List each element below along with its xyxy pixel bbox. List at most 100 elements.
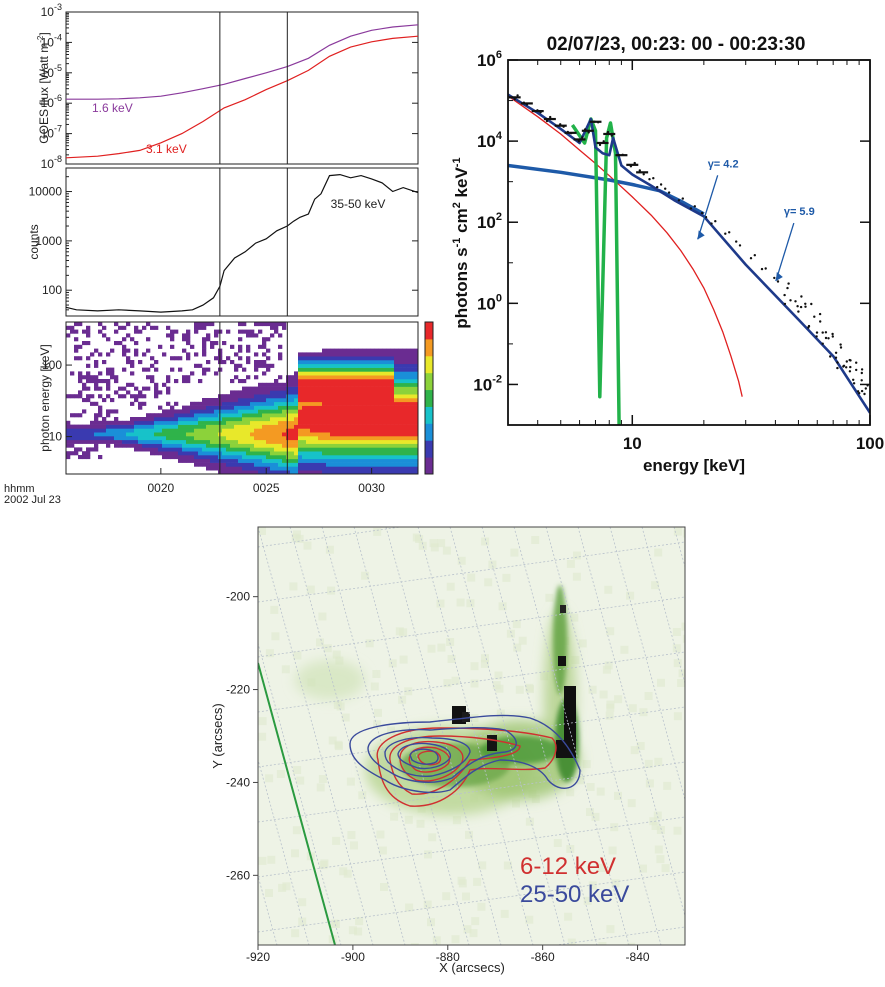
- heatmap-cell: [230, 432, 235, 437]
- heatmap-cell: [362, 436, 367, 441]
- goes-ytick-label-4: 10-4: [41, 32, 62, 49]
- heatmap-cell: [210, 458, 215, 463]
- heatmap-cell: [386, 424, 391, 429]
- heatmap-cell: [114, 379, 119, 384]
- heatmap-cell: [398, 455, 403, 460]
- heatmap-cell: [106, 367, 111, 372]
- heatmap-cell: [166, 447, 171, 452]
- heatmap-cell: [406, 394, 411, 399]
- heatmap-cell: [94, 379, 99, 384]
- heatmap-cell: [214, 436, 219, 441]
- heatmap-cell: [266, 386, 271, 391]
- texture-patch: [470, 662, 479, 671]
- heatmap-cell: [338, 470, 343, 475]
- heatmap-cell: [266, 401, 271, 406]
- goes-ytick-label-2: 10-6: [41, 93, 62, 110]
- heatmap-cell: [286, 432, 291, 437]
- heatmap-cell: [366, 420, 371, 425]
- heatmap-cell: [282, 428, 287, 433]
- heatmap-cell: [166, 455, 171, 460]
- heatmap-cell: [366, 356, 371, 361]
- heatmap-cell: [390, 382, 395, 387]
- heatmap-cell: [346, 424, 351, 429]
- heatmap-cell: [138, 436, 143, 441]
- contour-blue-3: [384, 736, 471, 778]
- spectrum-data-point: [836, 361, 839, 364]
- heatmap-cell: [318, 455, 323, 460]
- heatmap-cell: [90, 436, 95, 441]
- heatmap-cell: [314, 363, 319, 368]
- heatmap-cell: [366, 428, 371, 433]
- heatmap-cell: [294, 413, 299, 418]
- heatmap-cell: [294, 401, 299, 406]
- heatmap-cell: [282, 443, 287, 448]
- heatmap-cell: [318, 352, 323, 357]
- heatmap-cell: [374, 398, 379, 403]
- heatmap-cell: [210, 466, 215, 471]
- texture-patch: [663, 781, 672, 790]
- heatmap-cell: [142, 439, 147, 444]
- heatmap-cell: [338, 439, 343, 444]
- heatmap-cell: [414, 424, 419, 429]
- heatmap-cell: [326, 417, 331, 422]
- texture-patch: [405, 903, 414, 912]
- heatmap-cell: [186, 352, 191, 357]
- heatmap-cell: [290, 401, 295, 406]
- heatmap-cell: [106, 409, 111, 414]
- heatmap-cell: [238, 379, 243, 384]
- heatmap-cell: [90, 401, 95, 406]
- heatmap-cell: [194, 462, 199, 467]
- heatmap-cell: [402, 405, 407, 410]
- heatmap-cell: [142, 401, 147, 406]
- heatmap-cell: [70, 439, 75, 444]
- heatmap-cell: [86, 371, 91, 376]
- goes-ytick-label-5: 10-3: [41, 2, 62, 19]
- heatmap-cell: [278, 451, 283, 456]
- image-xtick-label-4: -840: [626, 950, 650, 964]
- spectrum-ylabel-exp-1: -1: [451, 238, 463, 248]
- heatmap-cell: [278, 394, 283, 399]
- spectrum-ytick-base-2: 10: [477, 213, 496, 232]
- heatmap-cell: [294, 470, 299, 475]
- heatmap-cell: [170, 447, 175, 452]
- heatmap-cell: [310, 401, 315, 406]
- heatmap-cell: [238, 417, 243, 422]
- texture-patch: [318, 775, 327, 783]
- heatmap-cell: [114, 409, 119, 414]
- heatmap-cell: [306, 432, 311, 437]
- heatmap-cell: [178, 424, 183, 429]
- texture-patch: [484, 578, 493, 587]
- heatmap-cell: [74, 439, 79, 444]
- heatmap-cell: [66, 455, 71, 460]
- heatmap-cell: [286, 405, 291, 410]
- heatmap-cell: [322, 424, 327, 429]
- heatmap-cell: [166, 375, 171, 380]
- heatmap-cell: [410, 371, 415, 376]
- texture-patch: [611, 879, 620, 888]
- heatmap-cell: [358, 371, 363, 376]
- heatmap-cell: [302, 375, 307, 380]
- heatmap-cell: [410, 451, 415, 456]
- heatmap-cell: [122, 394, 127, 399]
- heatmap-cell: [282, 409, 287, 414]
- heatmap-cell: [322, 417, 327, 422]
- heatmap-cell: [314, 417, 319, 422]
- heatmap-cell: [298, 371, 303, 376]
- heatmap-cell: [98, 439, 103, 444]
- spectrum-plot-frame: [507, 59, 871, 426]
- heatmap-cell: [386, 382, 391, 387]
- heatmap-cell: [242, 420, 247, 425]
- texture-patch: [673, 659, 682, 668]
- heatmap-cell: [330, 390, 335, 395]
- heatmap-cell: [246, 413, 251, 418]
- heatmap-cell: [294, 447, 299, 452]
- spectrum-series-lines: [570, 117, 621, 425]
- heatmap-cell: [358, 367, 363, 372]
- heatmap-cell: [374, 451, 379, 456]
- heatmap-cell: [250, 401, 255, 406]
- heatmap-cell: [386, 360, 391, 365]
- heatmap-cell: [358, 360, 363, 365]
- texture-patch: [376, 830, 385, 839]
- heatmap-cell: [378, 455, 383, 460]
- heatmap-cell: [282, 382, 287, 387]
